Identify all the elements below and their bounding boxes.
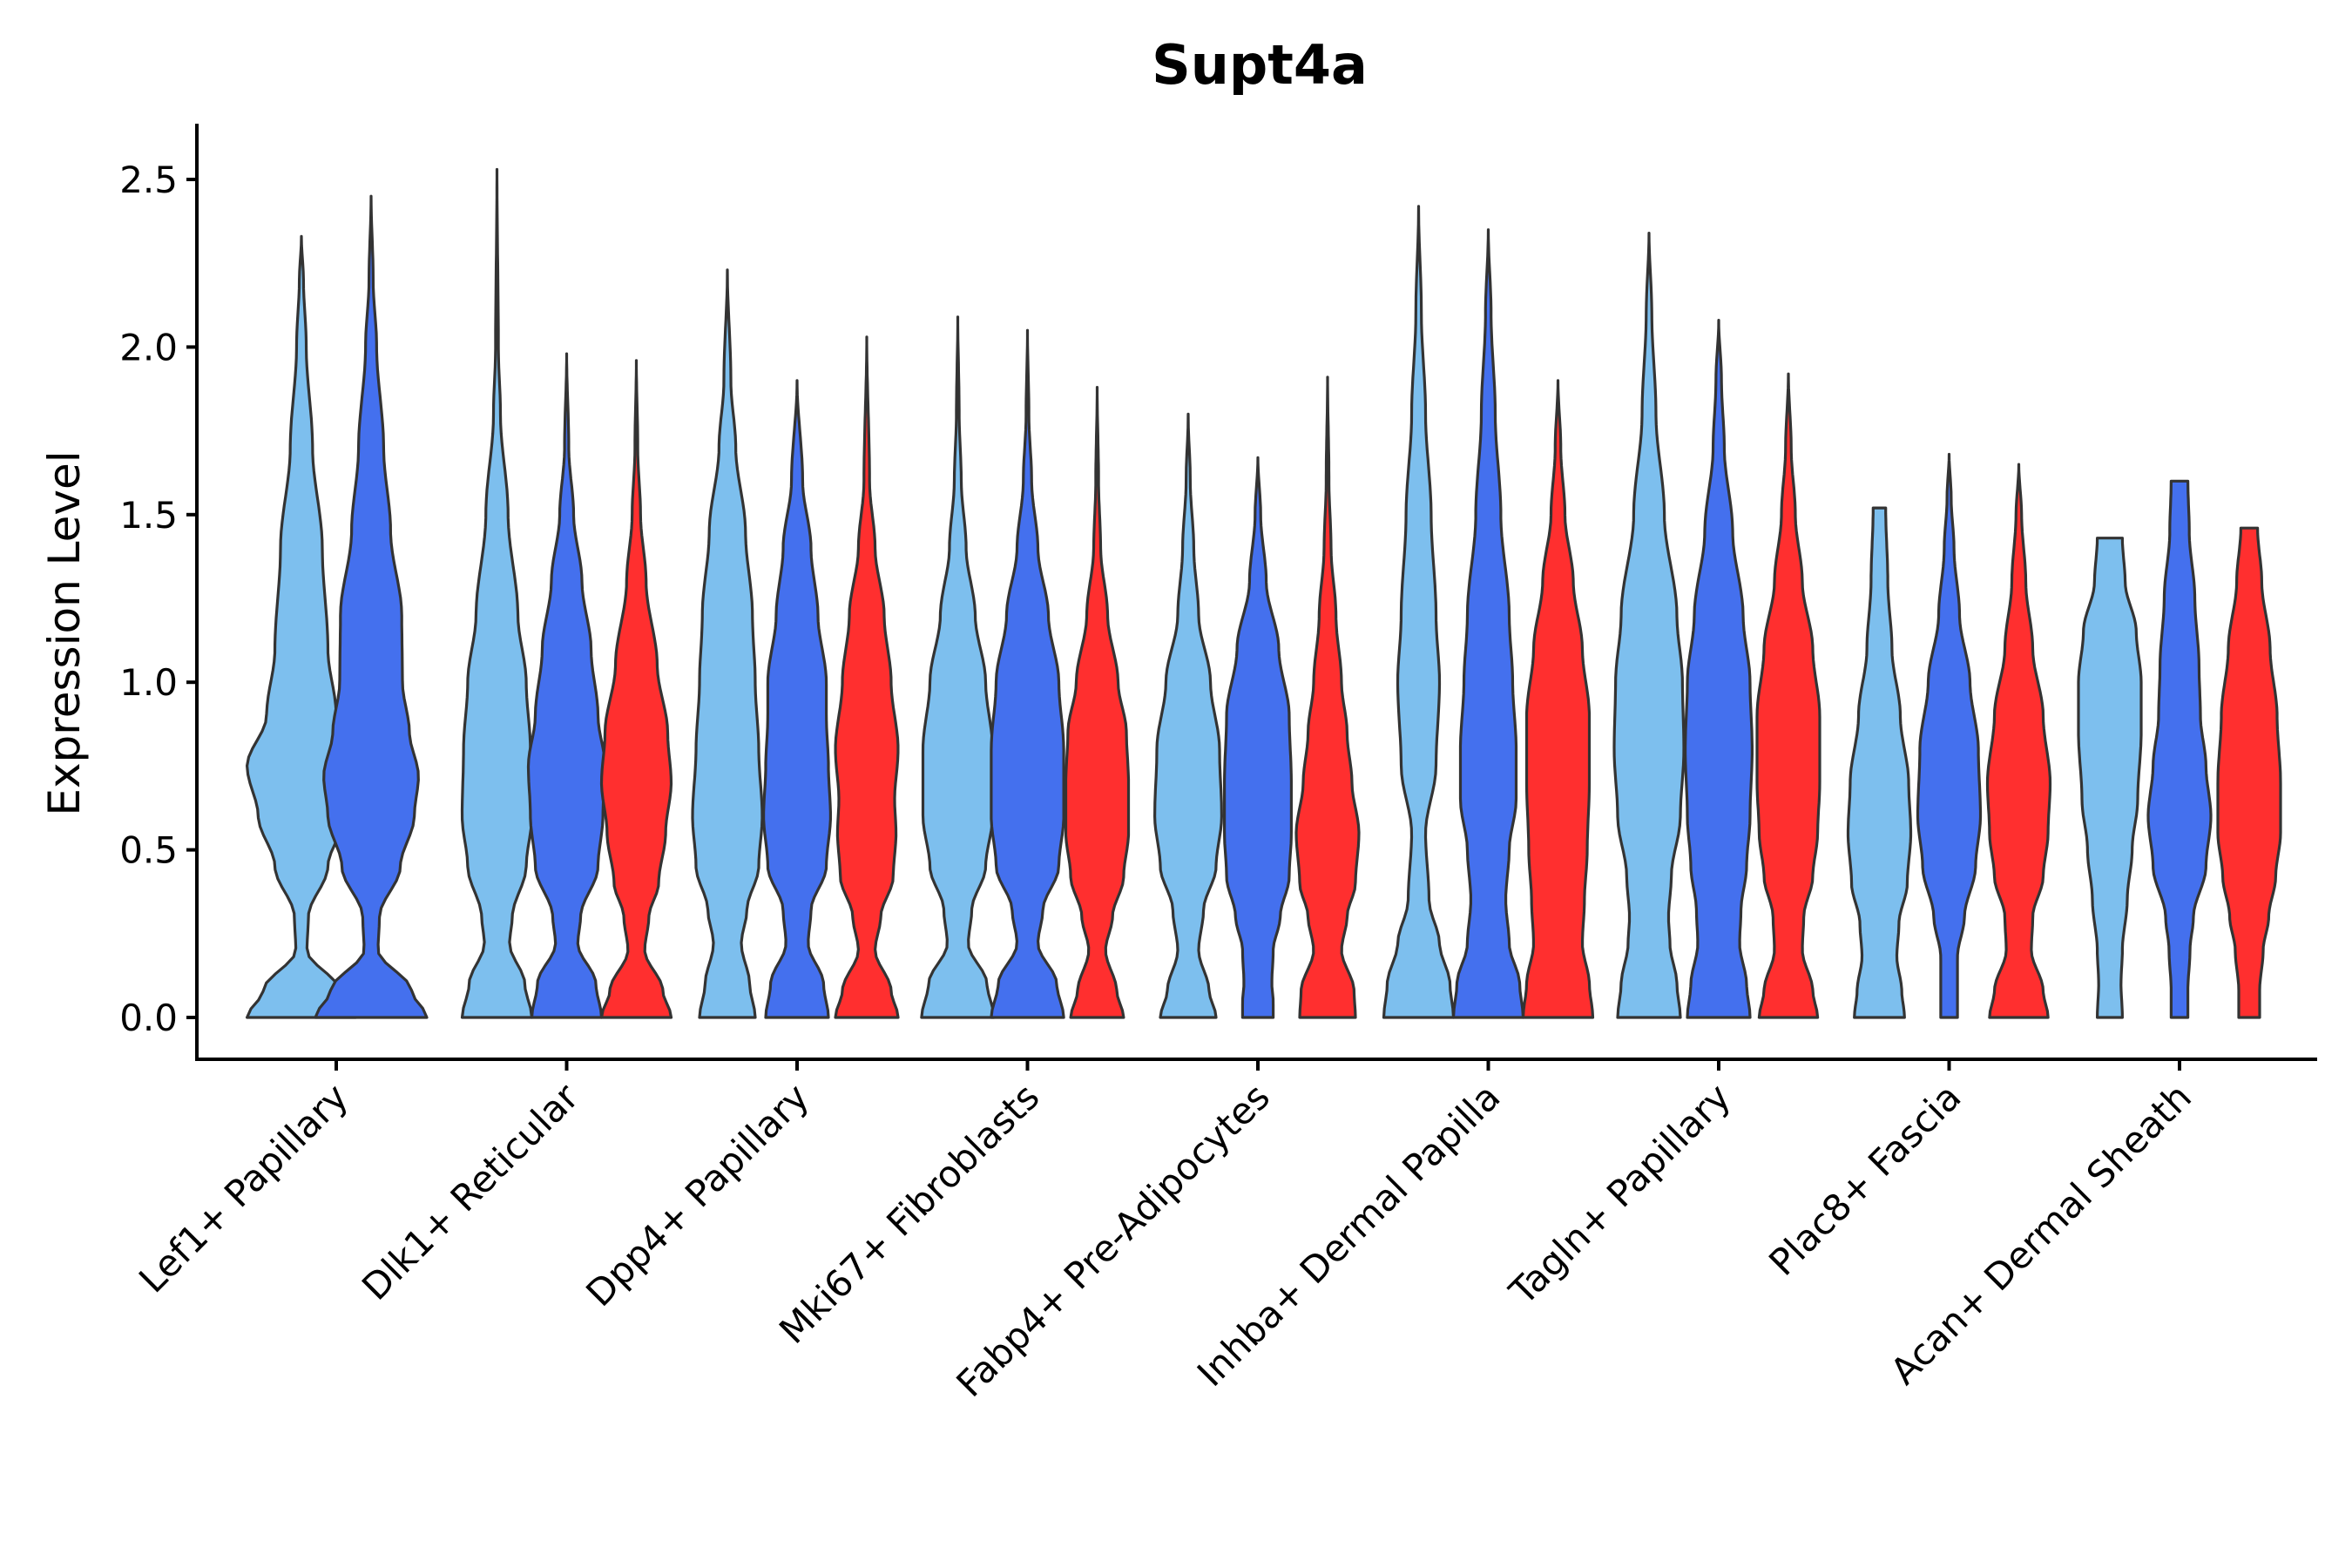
x-tick-label: Plac8+ Fascia <box>1761 1075 1969 1283</box>
violin-group-1 <box>1382 205 1456 1019</box>
y-tick-label: 2.0 <box>119 326 178 368</box>
x-tick-label: Lef1+ Papillary <box>131 1075 356 1301</box>
y-tick-label: 2.5 <box>119 159 178 201</box>
x-tick-label: Tagln+ Papillary <box>1501 1075 1739 1313</box>
violin-group-1 <box>2077 537 2143 1019</box>
violin-group-3 <box>1064 386 1131 1019</box>
x-tick-label: Mki67+ Fibroblasts <box>771 1075 1047 1351</box>
violins-layer <box>246 167 2282 1019</box>
y-tick-label: 1.0 <box>119 661 178 704</box>
violin-group-3 <box>1755 372 1821 1019</box>
violin-group-3 <box>1985 463 2052 1019</box>
y-tick-label: 1.5 <box>119 494 178 537</box>
y-tick-label: 0.5 <box>119 829 178 872</box>
violin-group-2 <box>1916 452 1983 1019</box>
violin-group-1 <box>1153 412 1223 1019</box>
chart-title: Supt4a <box>1152 33 1368 97</box>
x-tick-label: Dpp4+ Papillary <box>578 1075 817 1315</box>
violin-group-3 <box>1294 375 1361 1019</box>
violin-group-2 <box>314 194 429 1019</box>
violin-group-3 <box>599 359 673 1019</box>
violin-group-2 <box>1451 228 1525 1019</box>
violin-group-1 <box>691 268 764 1019</box>
violin-group-3 <box>2216 526 2282 1019</box>
violin-group-1 <box>1612 232 1686 1019</box>
y-axis-ticks: 0.0 0.5 1.0 1.5 2.0 2.5 <box>119 159 197 1039</box>
violin-group-2 <box>2146 479 2213 1019</box>
violin-group-2 <box>1684 319 1754 1019</box>
y-axis-title: Expression Level <box>39 450 90 815</box>
violin-group-1 <box>460 167 534 1019</box>
violin-group-2 <box>526 352 607 1019</box>
violin-group-1 <box>1846 506 1913 1019</box>
violin-group-3 <box>1521 379 1595 1019</box>
violin-group-2 <box>990 328 1065 1019</box>
violin-group-3 <box>834 335 900 1019</box>
violin-group-1 <box>920 315 996 1019</box>
violin-group-2 <box>1223 456 1293 1019</box>
x-tick-label: Dlk1+ Reticular <box>354 1075 587 1308</box>
violin-group-2 <box>762 379 832 1019</box>
y-tick-label: 0.0 <box>119 997 178 1039</box>
